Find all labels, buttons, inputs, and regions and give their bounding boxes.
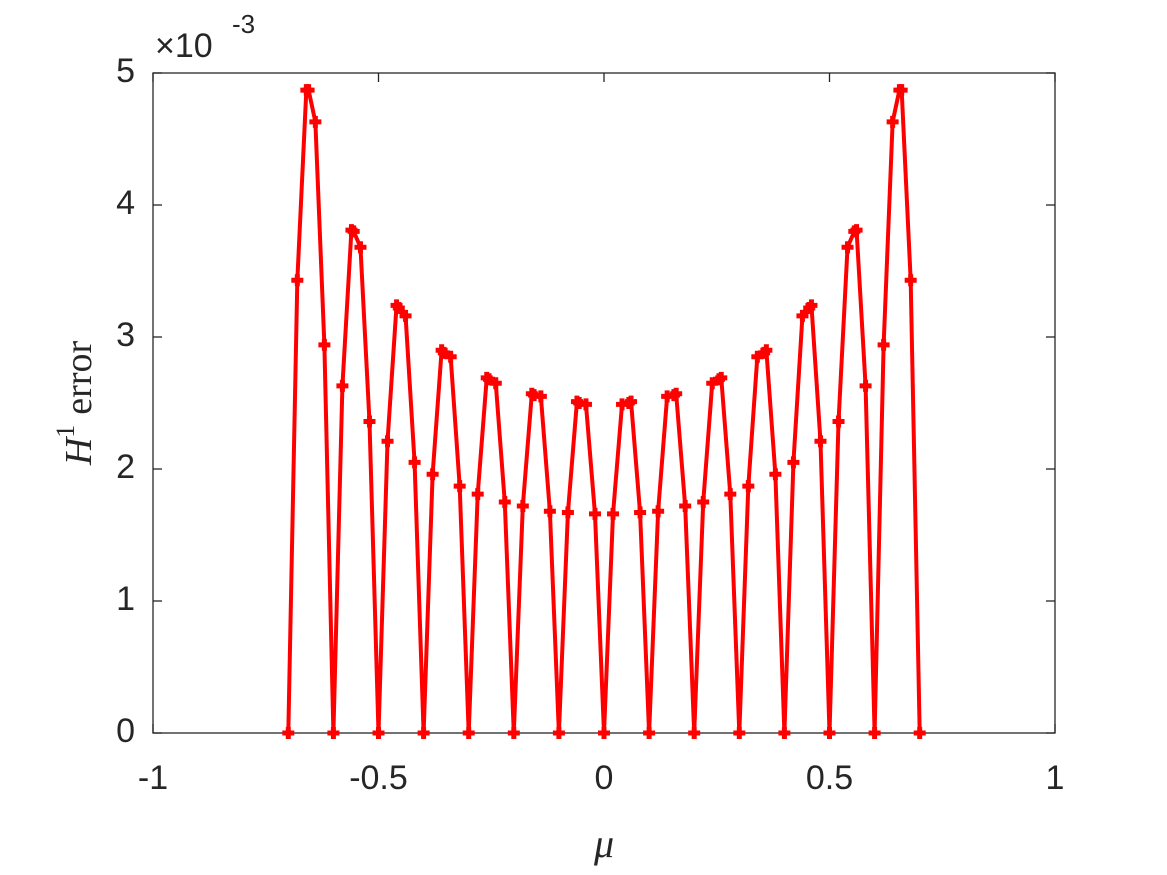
data-marker: [462, 727, 475, 739]
data-marker: [381, 435, 394, 448]
data-marker: [291, 274, 304, 287]
data-marker: [697, 496, 710, 508]
data-marker: [751, 350, 764, 363]
data-marker: [372, 727, 385, 739]
data-marker: [859, 379, 872, 392]
data-marker: [417, 727, 430, 739]
data-marker: [760, 344, 773, 357]
data-marker: [823, 727, 836, 739]
data-marker: [634, 506, 647, 519]
data-marker: [363, 415, 376, 428]
data-marker: [670, 387, 683, 400]
data-marker: [543, 505, 556, 518]
data-marker: [868, 727, 881, 739]
data-marker: [426, 468, 439, 481]
x-tick-label: -1: [138, 759, 168, 797]
y-tick-label: 3: [116, 316, 135, 354]
x-axis-label: μ: [593, 821, 614, 866]
data-marker: [805, 299, 818, 312]
data-marker: [886, 115, 899, 128]
data-marker: [679, 499, 692, 512]
data-marker: [643, 727, 656, 739]
y-tick-label: 0: [116, 712, 135, 750]
data-marker: [552, 727, 565, 739]
data-marker: [607, 507, 620, 520]
data-marker: [652, 505, 665, 518]
data-marker: [814, 435, 827, 448]
data-marker: [688, 727, 701, 739]
data-marker: [742, 480, 755, 493]
data-marker: [579, 398, 592, 411]
data-marker: [561, 506, 574, 519]
data-marker: [318, 338, 331, 351]
y-scale-exponent: -3: [232, 9, 255, 39]
data-marker: [778, 727, 791, 739]
y-label-base: H: [58, 435, 100, 466]
data-marker: [336, 379, 349, 392]
data-marker: [598, 727, 610, 739]
data-marker: [913, 727, 926, 739]
data-marker: [733, 727, 746, 739]
data-marker: [841, 241, 854, 254]
data-marker: [282, 727, 295, 739]
data-marker: [444, 350, 457, 363]
y-label-sup: 1: [51, 425, 80, 438]
y-label-rest: error: [58, 341, 100, 415]
data-marker: [715, 371, 728, 384]
x-tick-label: 1: [1046, 759, 1065, 797]
data-marker: [625, 395, 638, 408]
data-marker: [347, 225, 360, 238]
data-marker: [507, 727, 520, 739]
data-marker: [498, 496, 511, 508]
data-marker: [588, 507, 601, 520]
data-marker: [850, 224, 863, 237]
data-marker: [724, 488, 737, 501]
data-marker: [437, 346, 450, 359]
data-marker: [453, 480, 466, 493]
data-marker: [471, 488, 484, 501]
y-scale-base: ×10: [155, 27, 213, 65]
data-marker: [877, 338, 890, 351]
x-tick-label: 0.5: [806, 759, 853, 797]
data-marker: [408, 456, 421, 469]
x-tick-label: 0: [595, 759, 614, 797]
data-marker: [482, 373, 495, 386]
y-tick-label: 5: [116, 52, 135, 90]
data-marker: [534, 390, 547, 403]
data-marker: [399, 309, 412, 322]
data-marker: [354, 241, 367, 254]
data-marker: [516, 499, 529, 512]
data-marker: [904, 274, 917, 287]
data-marker: [309, 115, 322, 128]
y-axis-label: H1 error: [51, 341, 100, 467]
data-marker: [832, 415, 845, 428]
data-marker: [489, 377, 502, 390]
data-marker: [796, 309, 809, 322]
y-tick-label: 4: [116, 184, 135, 222]
data-marker: [706, 377, 719, 390]
y-tick-label: 1: [116, 580, 135, 618]
data-marker: [787, 456, 800, 469]
data-marker: [302, 84, 315, 97]
data-marker: [769, 468, 782, 481]
data-marker: [392, 301, 405, 314]
data-marker: [327, 727, 340, 739]
x-tick-label: -0.5: [349, 759, 408, 797]
y-tick-label: 2: [116, 448, 135, 486]
data-marker: [895, 84, 908, 97]
